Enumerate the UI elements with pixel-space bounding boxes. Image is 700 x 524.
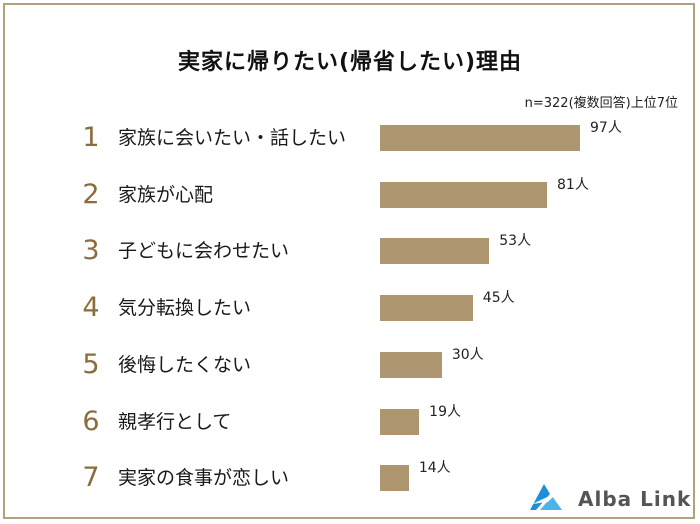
data-label: 53人 [499, 233, 532, 250]
category-label: 家族に会いたい・話したい [118, 127, 347, 149]
data-label: 14人 [418, 460, 451, 477]
category-label: 親孝行として [118, 410, 232, 433]
category-label: 後悔したくない [118, 353, 252, 376]
brand-name: Alba Link [578, 487, 692, 511]
bar [380, 408, 420, 435]
data-label: 19人 [429, 403, 461, 420]
data-label: 45人 [482, 290, 515, 307]
bar [380, 465, 409, 492]
rank-number: 7 [82, 462, 100, 494]
category-label: 気分転換したい [118, 297, 252, 320]
rank-number: 6 [82, 405, 100, 437]
bar [380, 181, 547, 208]
bar [380, 351, 442, 378]
category-label: 実家の食事が恋しい [118, 467, 290, 490]
data-label: 30人 [451, 346, 484, 363]
rank-number: 3 [82, 235, 100, 267]
bar [380, 238, 490, 265]
chart-subtitle: n=322(複数回答)上位7位 [524, 96, 678, 111]
data-label: 81人 [557, 176, 589, 193]
category-label: 家族が心配 [118, 183, 214, 206]
chart-frame [3, 3, 695, 519]
alba-link-logo-icon [530, 484, 562, 510]
rank-number: 4 [82, 292, 100, 324]
category-label: 子どもに会わせたい [118, 240, 290, 263]
data-label: 97人 [590, 120, 622, 136]
bar [380, 125, 580, 151]
rank-number: 5 [82, 348, 100, 380]
bar [380, 295, 473, 322]
chart-title: 実家に帰りたい(帰省したい)理由 [177, 50, 523, 75]
rank-number: 2 [82, 178, 100, 210]
rank-number: 1 [82, 122, 100, 153]
